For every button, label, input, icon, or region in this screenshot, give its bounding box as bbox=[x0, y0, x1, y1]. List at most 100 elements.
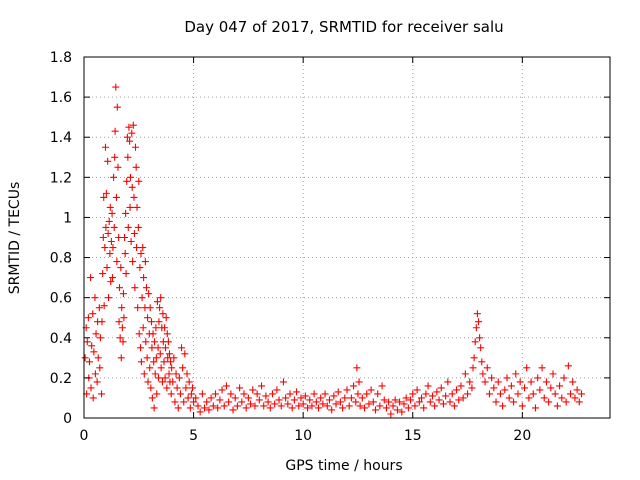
data-point bbox=[173, 384, 181, 392]
data-point bbox=[353, 364, 361, 372]
data-point bbox=[321, 390, 329, 398]
data-point bbox=[81, 354, 89, 362]
data-point bbox=[455, 396, 463, 404]
x-tick-label: 0 bbox=[80, 428, 89, 444]
data-point bbox=[91, 294, 99, 302]
data-point bbox=[153, 298, 161, 306]
data-point bbox=[354, 390, 362, 398]
data-point bbox=[393, 406, 401, 414]
data-point bbox=[167, 358, 175, 366]
data-point bbox=[306, 396, 314, 404]
data-point bbox=[222, 382, 230, 390]
data-point bbox=[89, 310, 97, 318]
data-point bbox=[155, 318, 163, 326]
data-point bbox=[220, 402, 228, 410]
grid bbox=[84, 57, 610, 418]
data-point bbox=[262, 392, 270, 400]
data-point bbox=[161, 324, 169, 332]
data-point bbox=[336, 398, 344, 406]
data-point bbox=[347, 394, 355, 402]
data-point bbox=[573, 386, 581, 394]
data-point bbox=[549, 370, 557, 378]
data-point bbox=[556, 382, 564, 390]
data-point bbox=[304, 404, 312, 412]
data-point bbox=[137, 344, 145, 352]
data-point bbox=[167, 390, 175, 398]
data-point bbox=[229, 406, 237, 414]
data-point bbox=[125, 123, 133, 131]
y-tick-label: 0.2 bbox=[50, 371, 72, 387]
data-point bbox=[437, 384, 445, 392]
data-point bbox=[496, 390, 504, 398]
x-axis-label: GPS time / hours bbox=[285, 458, 402, 474]
data-point bbox=[98, 318, 106, 326]
data-point bbox=[488, 374, 496, 382]
data-point bbox=[107, 278, 115, 286]
data-point bbox=[236, 384, 244, 392]
data-point bbox=[411, 402, 419, 410]
data-point bbox=[453, 386, 461, 394]
data-point bbox=[91, 370, 99, 378]
data-point bbox=[473, 310, 481, 318]
data-point bbox=[319, 400, 327, 408]
data-point bbox=[571, 394, 579, 402]
data-point bbox=[400, 400, 408, 408]
data-point bbox=[479, 370, 487, 378]
data-point bbox=[98, 390, 106, 398]
data-point bbox=[490, 384, 498, 392]
data-point bbox=[101, 143, 109, 151]
data-point bbox=[450, 402, 458, 410]
data-point bbox=[149, 330, 157, 338]
data-point bbox=[355, 378, 363, 386]
data-point bbox=[325, 396, 333, 404]
data-point bbox=[514, 390, 522, 398]
data-point bbox=[339, 404, 347, 412]
data-point bbox=[382, 404, 390, 412]
y-tick-label: 0.8 bbox=[50, 251, 72, 267]
data-point bbox=[136, 264, 144, 272]
data-point bbox=[160, 358, 168, 366]
data-point bbox=[123, 133, 131, 141]
data-point bbox=[284, 400, 292, 408]
data-point bbox=[404, 404, 412, 412]
data-point bbox=[205, 406, 213, 414]
data-point bbox=[159, 310, 167, 318]
y-tick-label: 1.2 bbox=[50, 170, 72, 186]
data-point bbox=[242, 404, 250, 412]
data-point bbox=[119, 338, 127, 346]
data-point bbox=[398, 408, 406, 416]
data-point bbox=[231, 394, 239, 402]
data-point bbox=[165, 350, 173, 358]
data-point bbox=[154, 344, 162, 352]
data-point bbox=[116, 334, 124, 342]
data-point bbox=[151, 338, 159, 346]
data-point bbox=[128, 183, 136, 191]
data-point bbox=[361, 404, 369, 412]
data-point bbox=[312, 398, 320, 406]
data-point bbox=[106, 203, 114, 211]
data-point bbox=[111, 127, 119, 135]
data-point bbox=[505, 394, 513, 402]
data-point bbox=[492, 398, 500, 406]
data-point bbox=[330, 392, 338, 400]
data-point bbox=[175, 374, 183, 382]
data-point bbox=[258, 382, 266, 390]
data-point bbox=[186, 404, 194, 412]
data-point bbox=[106, 250, 114, 258]
data-point bbox=[203, 398, 211, 406]
data-point bbox=[564, 362, 572, 370]
data-point bbox=[148, 394, 156, 402]
data-point bbox=[94, 354, 102, 362]
data-point bbox=[264, 398, 272, 406]
data-point bbox=[100, 302, 108, 310]
data-point bbox=[567, 390, 575, 398]
data-point bbox=[144, 378, 152, 386]
data-point bbox=[174, 404, 182, 412]
data-point bbox=[476, 334, 484, 342]
data-point bbox=[266, 404, 274, 412]
data-point bbox=[178, 344, 186, 352]
plot-frame bbox=[83, 56, 611, 419]
data-point bbox=[123, 177, 131, 185]
data-point bbox=[376, 402, 384, 410]
y-tick-label: 0.6 bbox=[50, 291, 72, 307]
